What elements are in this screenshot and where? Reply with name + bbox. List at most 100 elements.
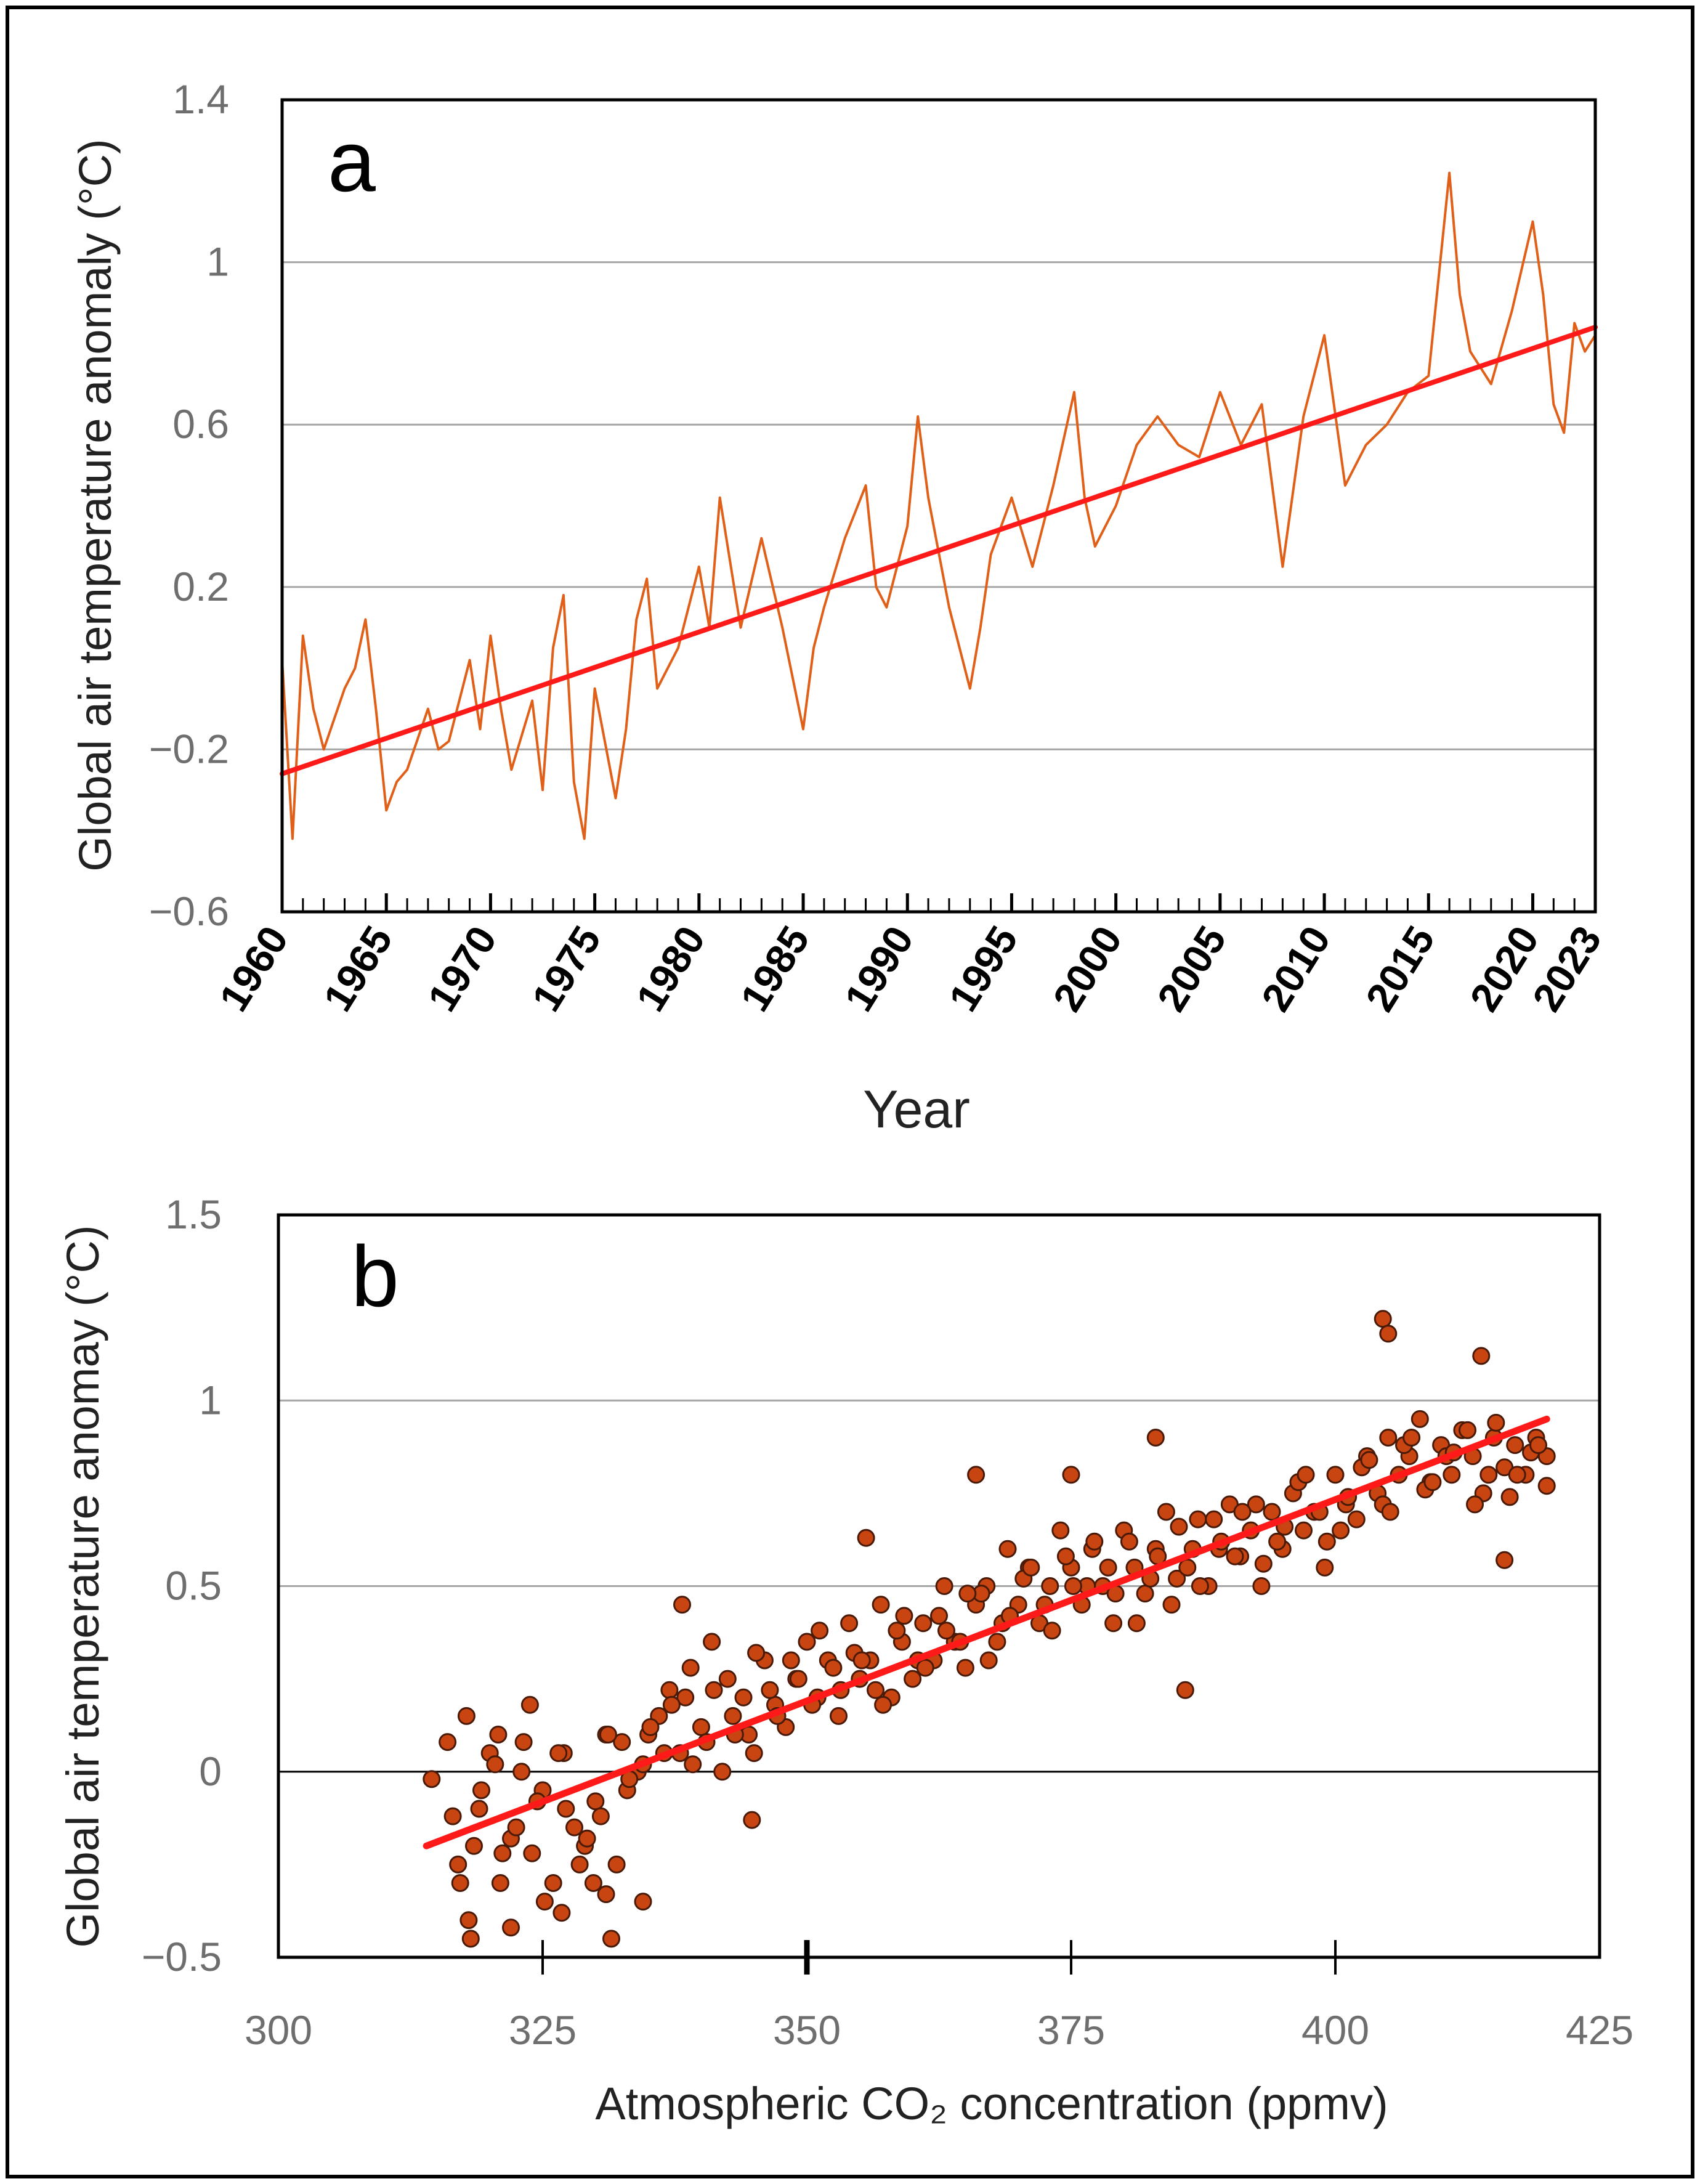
panel-b-x-tick-label: 300 (245, 2007, 312, 2053)
panel-b-data-point (549, 1744, 568, 1763)
panel-b-data-point (1104, 1614, 1123, 1633)
panel-b-data-point (457, 1707, 476, 1725)
panel-a-y-tick-label: −0.2 (149, 726, 229, 771)
panel-b-data-point (895, 1607, 913, 1625)
panel-b-data-point (1506, 1436, 1524, 1455)
panel-b-data-point (578, 1829, 596, 1848)
panel-b-data-point (507, 1818, 525, 1837)
panel-b-data-point (423, 1770, 441, 1788)
panel-b-data-point (830, 1707, 848, 1725)
panel-b-data-point (634, 1893, 652, 1911)
panel-b-data-point (1295, 1521, 1313, 1540)
panel-b-data-point (1254, 1554, 1273, 1573)
panel-b-data-point (586, 1792, 605, 1811)
panel-b-data-point (514, 1733, 533, 1752)
panel-b-data-point (491, 1874, 509, 1892)
panel-b-x-tick-label: 425 (1566, 2007, 1633, 2053)
panel-b-data-point (662, 1695, 681, 1714)
panel-b-data-point (798, 1633, 816, 1651)
panel-b-data-point (673, 1596, 691, 1614)
panel-b-data-point (867, 1681, 884, 1699)
panel-b-data-point (1374, 1310, 1392, 1328)
panel-b-data-point (857, 1528, 875, 1547)
panel-b-data-point (449, 1855, 467, 1873)
panel-a-y-ticks: −0.6 −0.2 0.2 0.6 1 1.4 (149, 76, 229, 934)
panel-a-y-tick-label: 1.4 (172, 76, 229, 122)
panel-b-data-point (761, 1681, 779, 1699)
panel-b-data-point (872, 1596, 890, 1614)
panel-b-data-point (824, 1658, 843, 1677)
panel-b-data-point (1381, 1503, 1399, 1521)
panel-b-data-point (1056, 1547, 1075, 1565)
panel-b-data-point (1051, 1521, 1070, 1540)
figure-border (6, 6, 1694, 2178)
panel-b-data-point (1318, 1532, 1336, 1551)
panel-b-data-point (597, 1885, 615, 1904)
panel-b-data-point (1402, 1429, 1421, 1447)
panel-b-data-point (904, 1670, 922, 1688)
panel-b-data-point (641, 1718, 660, 1736)
panel-b-data-point (1178, 1558, 1197, 1577)
panel-b-data-point (489, 1726, 508, 1744)
panel-a-plot-frame (280, 98, 1597, 914)
panel-b-scatter-chart: 300 325 350 375 400 425 −0.5 0 0.5 1 1.5 b Global… (57, 1191, 1633, 2129)
panel-b-data-point (1326, 1466, 1345, 1484)
panel-b-x-tick-label: 375 (1037, 2007, 1105, 2053)
panel-b-data-point (512, 1763, 531, 1781)
panel-b-data-point (1170, 1517, 1188, 1536)
panel-b-data-point (1297, 1466, 1315, 1484)
panel-b-data-point (1136, 1585, 1154, 1603)
panel-a-trend-line-segment (280, 325, 1598, 776)
panel-b-data-point (676, 1688, 695, 1707)
panel-b-data-point (1496, 1551, 1514, 1569)
panel-a-y-tick-label: 0.2 (172, 564, 229, 609)
panel-b-data-point (930, 1607, 948, 1625)
panel-b-data-point (681, 1658, 700, 1677)
panel-b-plot-frame (277, 1213, 1601, 1959)
panel-a-y-tick-label: −0.6 (149, 888, 229, 934)
panel-b-y-tick-label: −0.5 (142, 1934, 222, 1979)
panel-b-data-point (1085, 1532, 1104, 1551)
panel-b-y-tick-label: 1.5 (165, 1191, 222, 1237)
panel-b-data-point (602, 1930, 620, 1948)
panel-b-data-point (1443, 1466, 1461, 1484)
panel-b-data-point (470, 1800, 488, 1818)
panel-b-data-point (1332, 1521, 1350, 1540)
panel-b-data-point (461, 1930, 480, 1948)
panel-b-data-point (745, 1744, 763, 1763)
panel-b-y-tick-label: 1 (199, 1377, 222, 1423)
panel-b-data-point (988, 1633, 1006, 1651)
panel-b-data-point (1508, 1466, 1526, 1484)
panel-b-data-point (1316, 1558, 1334, 1577)
panel-b-data-point (1043, 1622, 1061, 1640)
panel-b-data-point (570, 1855, 589, 1873)
panel-a-letter: a (328, 113, 376, 209)
panel-b-data-point (493, 1844, 512, 1862)
panel-b-trend-line (423, 1415, 1550, 1849)
panel-b-data-point (660, 1681, 679, 1699)
panel-b-data-point (1146, 1429, 1165, 1447)
panel-b-data-point (607, 1855, 626, 1873)
panel-b-data-point (1191, 1577, 1209, 1595)
panel-b-x-tick-label: 350 (773, 2007, 841, 2053)
panel-b-data-point (998, 1540, 1017, 1558)
panel-b-data-point (840, 1614, 859, 1633)
panel-b-data-point (782, 1651, 800, 1670)
panel-b-data-point (1247, 1495, 1265, 1514)
panel-b-data-point (958, 1585, 977, 1603)
panel-b-data-point (1064, 1577, 1082, 1595)
panel-b-data-point (1252, 1577, 1271, 1595)
panel-a-y-axis-title: Global air temperature anomaly (°C) (70, 139, 121, 871)
panel-b-data-point (1379, 1429, 1398, 1447)
panel-b-data-point (443, 1807, 462, 1825)
panel-b-data-point (1041, 1577, 1059, 1595)
panel-a-x-axis-title: Year (863, 1080, 970, 1139)
panel-b-data-point (811, 1622, 829, 1640)
panel-b-data-point (747, 1644, 766, 1662)
panel-b-data-point (523, 1844, 541, 1862)
panel-b-data-point (1529, 1436, 1547, 1455)
panel-b-data-point (486, 1755, 504, 1774)
panel-b-data-point (502, 1918, 520, 1937)
panel-b-data-point (1120, 1532, 1138, 1551)
panel-b-data-point (459, 1911, 478, 1930)
